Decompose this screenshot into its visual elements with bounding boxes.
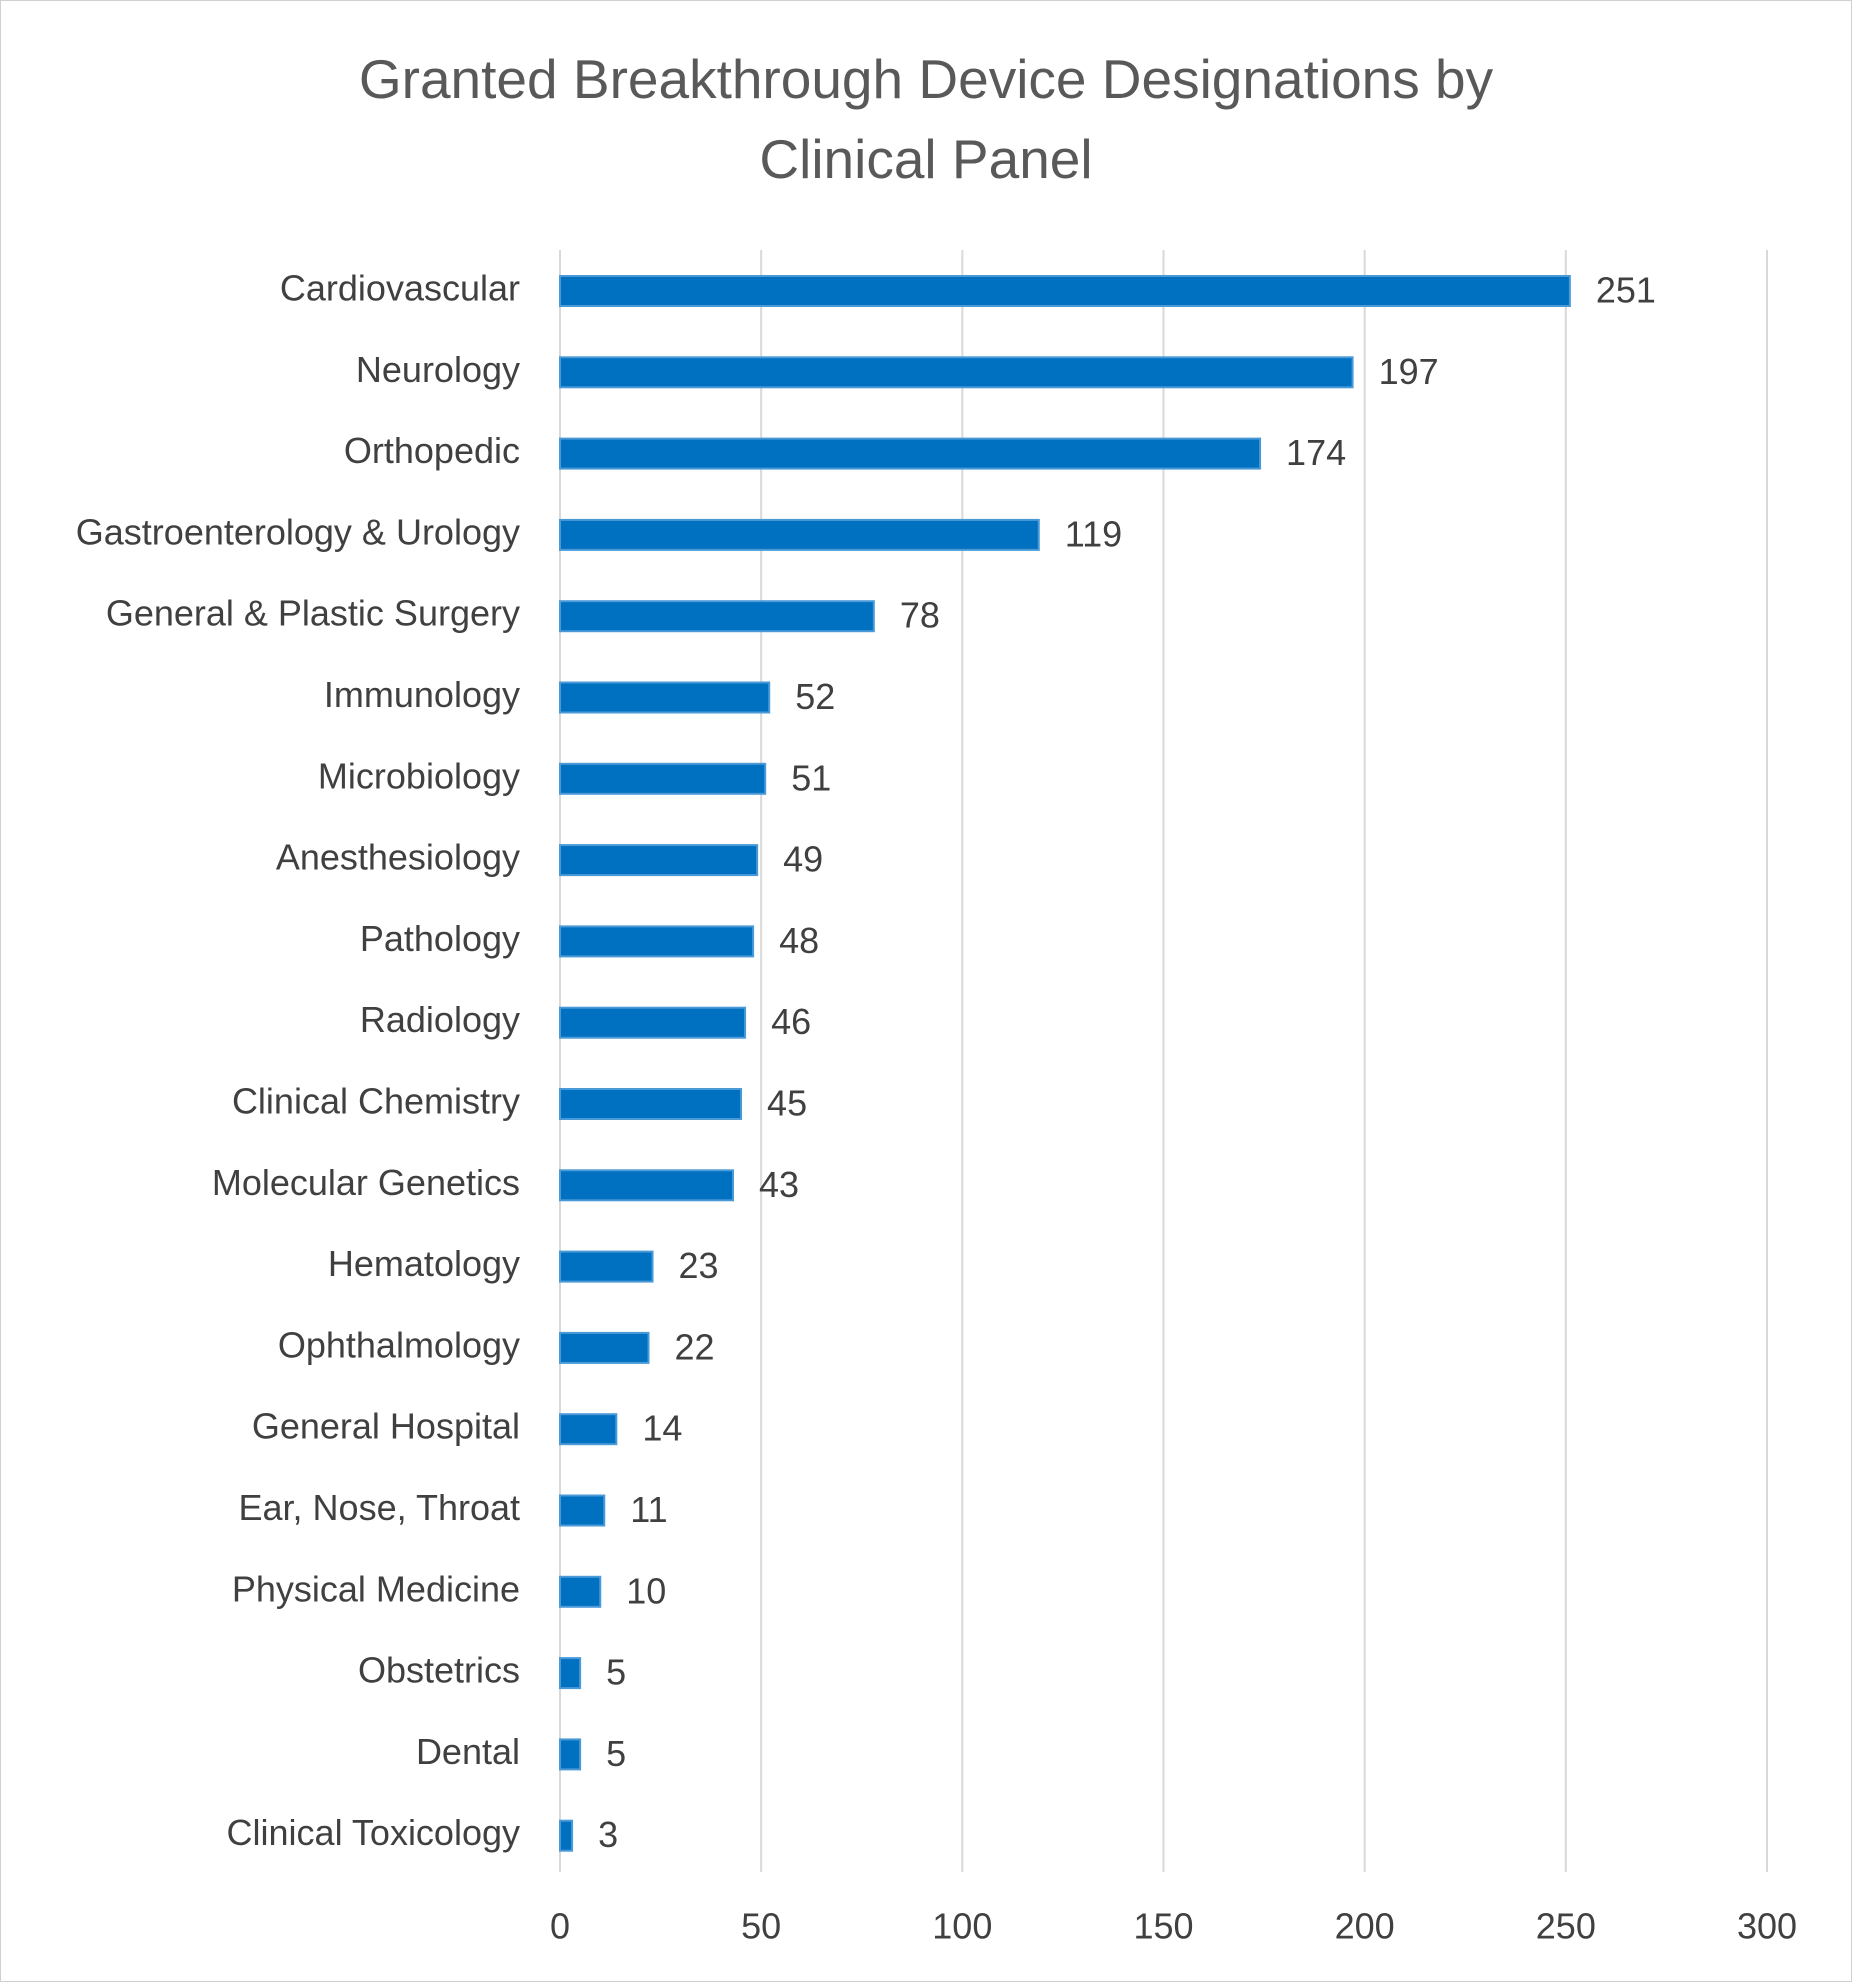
data-label: 49 bbox=[783, 839, 823, 880]
bar bbox=[559, 1413, 618, 1446]
y-tick-label: Immunology bbox=[324, 674, 520, 715]
bar bbox=[559, 925, 755, 958]
bar bbox=[559, 1169, 735, 1202]
bar bbox=[559, 600, 875, 633]
data-label: 11 bbox=[630, 1489, 667, 1530]
chart-title: Granted Breakthrough Device Designations… bbox=[358, 48, 1494, 190]
bar bbox=[559, 1819, 574, 1852]
bar bbox=[559, 1331, 650, 1364]
data-label: 51 bbox=[791, 757, 831, 798]
data-label: 45 bbox=[767, 1083, 807, 1124]
y-tick-label: Physical Medicine bbox=[232, 1568, 520, 1609]
bar bbox=[559, 1006, 747, 1039]
x-tick-label: 200 bbox=[1335, 1906, 1395, 1947]
bar bbox=[559, 762, 767, 795]
data-label: 22 bbox=[675, 1326, 715, 1367]
y-tick-label: Radiology bbox=[360, 999, 520, 1040]
y-tick-label: Microbiology bbox=[318, 755, 520, 796]
y-tick-label: Ear, Nose, Throat bbox=[239, 1487, 520, 1528]
x-tick-label: 250 bbox=[1536, 1906, 1596, 1947]
bar bbox=[559, 1494, 606, 1527]
bar bbox=[559, 437, 1262, 470]
y-tick-label: Clinical Toxicology bbox=[227, 1812, 520, 1853]
data-label: 23 bbox=[679, 1245, 719, 1286]
data-label: 43 bbox=[759, 1164, 799, 1205]
y-tick-label: Obstetrics bbox=[358, 1650, 520, 1691]
bar bbox=[559, 356, 1354, 389]
data-label: 52 bbox=[795, 676, 835, 717]
y-tick-label: Clinical Chemistry bbox=[232, 1081, 520, 1122]
bar bbox=[559, 1575, 602, 1608]
data-label: 78 bbox=[900, 595, 940, 636]
bar bbox=[559, 1250, 654, 1283]
y-tick-label: Molecular Genetics bbox=[212, 1162, 520, 1203]
data-label: 251 bbox=[1596, 270, 1656, 311]
data-label: 197 bbox=[1379, 351, 1439, 392]
x-tick-label: 100 bbox=[932, 1906, 992, 1947]
y-tick-label: Anesthesiology bbox=[276, 837, 520, 878]
bar bbox=[559, 1657, 582, 1690]
bar bbox=[559, 844, 759, 877]
data-label: 5 bbox=[606, 1733, 626, 1774]
y-tick-label: Dental bbox=[416, 1731, 520, 1772]
data-label: 5 bbox=[606, 1652, 626, 1693]
y-tick-label: Pathology bbox=[360, 918, 520, 959]
y-tick-label: General & Plastic Surgery bbox=[106, 593, 520, 634]
x-tick-label: 300 bbox=[1737, 1906, 1797, 1947]
data-label: 119 bbox=[1065, 513, 1122, 554]
data-label: 174 bbox=[1286, 432, 1346, 473]
y-tick-label: Cardiovascular bbox=[280, 268, 520, 309]
data-label: 48 bbox=[779, 920, 819, 961]
bar bbox=[559, 1738, 582, 1771]
bar bbox=[559, 1088, 743, 1120]
bar bbox=[559, 681, 771, 714]
bar bbox=[559, 518, 1040, 551]
y-tick-label: Ophthalmology bbox=[278, 1324, 520, 1365]
data-label: 3 bbox=[598, 1814, 618, 1855]
bar bbox=[559, 275, 1571, 307]
x-tick-label: 50 bbox=[741, 1906, 781, 1947]
data-label: 46 bbox=[771, 1001, 811, 1042]
y-tick-label: Hematology bbox=[328, 1243, 520, 1284]
x-tick-label: 0 bbox=[550, 1906, 570, 1947]
data-label: 10 bbox=[626, 1570, 666, 1611]
y-tick-label: Neurology bbox=[356, 349, 520, 390]
y-tick-label: Gastroenterology & Urology bbox=[76, 511, 520, 552]
x-tick-label: 150 bbox=[1133, 1906, 1193, 1947]
y-tick-label: General Hospital bbox=[252, 1406, 520, 1447]
y-tick-label: Orthopedic bbox=[344, 430, 520, 471]
data-label: 14 bbox=[642, 1408, 682, 1449]
